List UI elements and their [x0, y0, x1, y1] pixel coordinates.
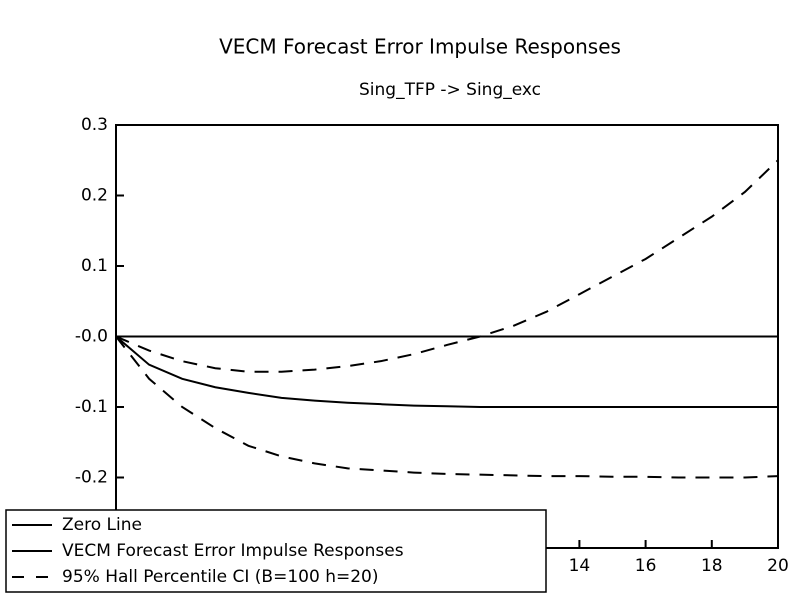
series-line [115, 335, 779, 479]
x-tick-label: 16 [635, 556, 657, 576]
x-tick-label: 14 [569, 556, 591, 576]
series-line [115, 159, 779, 373]
legend-label: Zero Line [62, 515, 142, 535]
x-tick-label: 20 [767, 556, 789, 576]
y-tick-label: 0.2 [81, 186, 108, 206]
y-tick-label: -0.2 [75, 468, 108, 488]
y-tick-label: -0.0 [75, 327, 108, 347]
legend-box [5, 509, 547, 593]
y-tick-label: -0.1 [75, 397, 108, 417]
legend-label: 95% Hall Percentile CI (B=100 h=20) [62, 567, 378, 587]
chart-title: VECM Forecast Error Impulse Responses [219, 35, 621, 59]
chart-subtitle: Sing_TFP -> Sing_exc [359, 80, 541, 100]
series-line [115, 335, 778, 408]
y-tick-label: 0.3 [81, 115, 108, 135]
legend-label: VECM Forecast Error Impulse Responses [62, 541, 404, 561]
y-tick-label: 0.1 [81, 256, 108, 276]
x-tick-label: 18 [701, 556, 723, 576]
